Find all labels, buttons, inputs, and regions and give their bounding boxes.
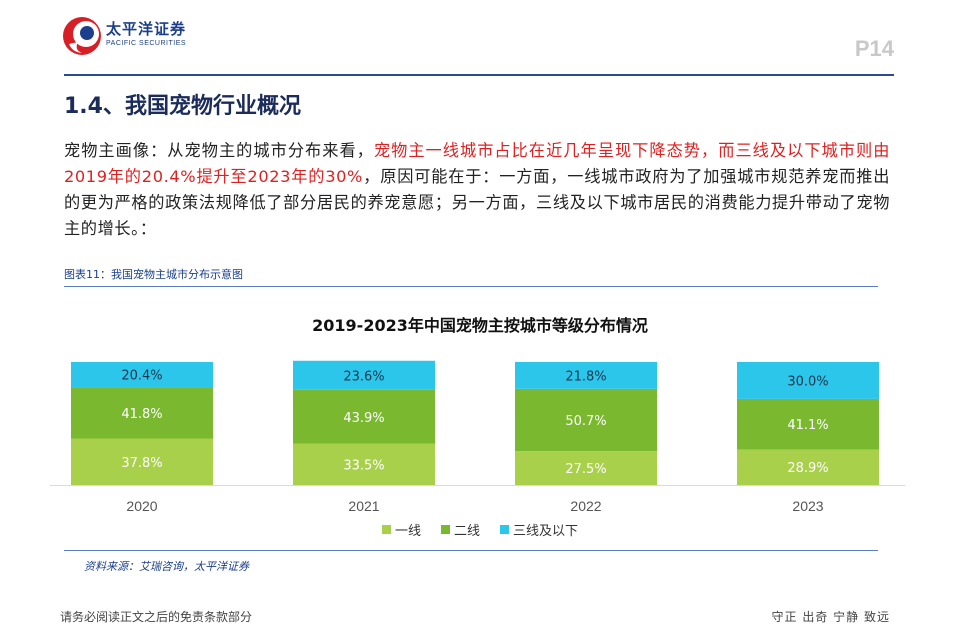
data-label-2023-s0: 28.9% bbox=[787, 461, 828, 476]
bar-segment-2020-s2 bbox=[71, 362, 213, 388]
x-tick-label-2022: 2022 bbox=[570, 498, 601, 514]
legend-label-tier3: 三线及以下 bbox=[513, 524, 579, 539]
legend-label-tier2: 二线 bbox=[453, 524, 480, 539]
source-divider bbox=[64, 550, 878, 551]
data-label-2022-s1: 50.7% bbox=[565, 414, 606, 429]
paragraph-rest: ，原因可能在于：一方面，一线城市政府为了加强城市规范养宠而推出的更为严格的政策法… bbox=[64, 167, 890, 238]
stacked-bar-chart: 37.8% 41.8% 20.4% 2020 33.5% 43.9% 23.6% 2021 27… bbox=[50, 360, 905, 514]
page-number: P14 bbox=[854, 36, 894, 61]
data-label-2022-s0: 27.5% bbox=[565, 462, 606, 477]
bar-segment-2023-s2 bbox=[737, 362, 879, 399]
logo-icon bbox=[63, 17, 101, 55]
data-label-2020-s1: 41.8% bbox=[121, 407, 162, 422]
data-label-2023-s2: 30.0% bbox=[787, 374, 828, 389]
figure-divider bbox=[64, 286, 878, 287]
bar-segment-2022-s2 bbox=[515, 362, 657, 389]
x-tick-label-2020: 2020 bbox=[126, 498, 157, 514]
legend-swatch-tier3 bbox=[500, 525, 509, 534]
paragraph-highlight: 宠物主一线城市占比在近几年呈现下降态势，而三线及以下城市则由2019年的20.4… bbox=[64, 141, 890, 186]
body-paragraph: 宠物主画像：从宠物主的城市分布来看，宠物主一线城市占比在近几年呈现下降态势，而三… bbox=[64, 138, 890, 242]
data-label-2021-s1: 43.9% bbox=[343, 411, 384, 426]
data-label-2023-s1: 41.1% bbox=[787, 418, 828, 433]
bar-segment-2022-s1 bbox=[515, 388, 657, 452]
bar-segment-2021-s0 bbox=[293, 443, 435, 485]
brand-name: 太平洋证券 bbox=[106, 20, 187, 38]
bar-segment-2021-s1 bbox=[293, 389, 435, 444]
header-divider bbox=[64, 74, 894, 76]
bar-segment-2020-s0 bbox=[71, 438, 213, 485]
legend-item-tier1: 一线 bbox=[381, 520, 421, 539]
footer-disclaimer: 请务必阅读正文之后的免责条款部分 bbox=[60, 610, 253, 624]
bar-segment-2022-s0 bbox=[515, 451, 657, 485]
data-label-2021-s2: 23.6% bbox=[343, 369, 384, 384]
data-label-2021-s0: 33.5% bbox=[343, 458, 384, 473]
figure-caption: 图表11：我国宠物主城市分布示意图 bbox=[64, 268, 243, 281]
bar-segment-2021-s2 bbox=[293, 360, 435, 390]
x-tick-label-2023: 2023 bbox=[792, 498, 823, 514]
section-title: 1.4、我国宠物行业概况 bbox=[64, 94, 301, 119]
figure-source: 资料来源：艾瑞咨询，太平洋证券 bbox=[84, 560, 249, 573]
x-tick-label-2021: 2021 bbox=[348, 498, 379, 514]
bar-segment-2023-s1 bbox=[737, 398, 879, 450]
footer-motto: 守正 出奇 宁静 致远 bbox=[771, 610, 890, 624]
data-label-2020-s0: 37.8% bbox=[121, 456, 162, 471]
bar-segment-2020-s1 bbox=[71, 387, 213, 439]
legend-item-tier3: 三线及以下 bbox=[500, 520, 578, 539]
legend-label-tier1: 一线 bbox=[394, 524, 421, 539]
data-label-2020-s2: 20.4% bbox=[121, 369, 162, 384]
data-label-2022-s2: 21.8% bbox=[565, 369, 606, 384]
paragraph-lead: 宠物主画像：从宠物主的城市分布来看， bbox=[64, 141, 374, 160]
chart-legend: 一线 二线 三线及以下 bbox=[0, 520, 960, 539]
legend-swatch-tier1 bbox=[381, 525, 391, 534]
chart-title: 2019-2023年中国宠物主按城市等级分布情况 bbox=[312, 316, 648, 335]
legend-swatch-tier2 bbox=[440, 525, 450, 534]
brand-name-en: PACIFIC SECURITIES bbox=[106, 40, 187, 47]
legend-item-tier2: 二线 bbox=[440, 520, 480, 539]
bar-segment-2023-s0 bbox=[737, 449, 879, 485]
